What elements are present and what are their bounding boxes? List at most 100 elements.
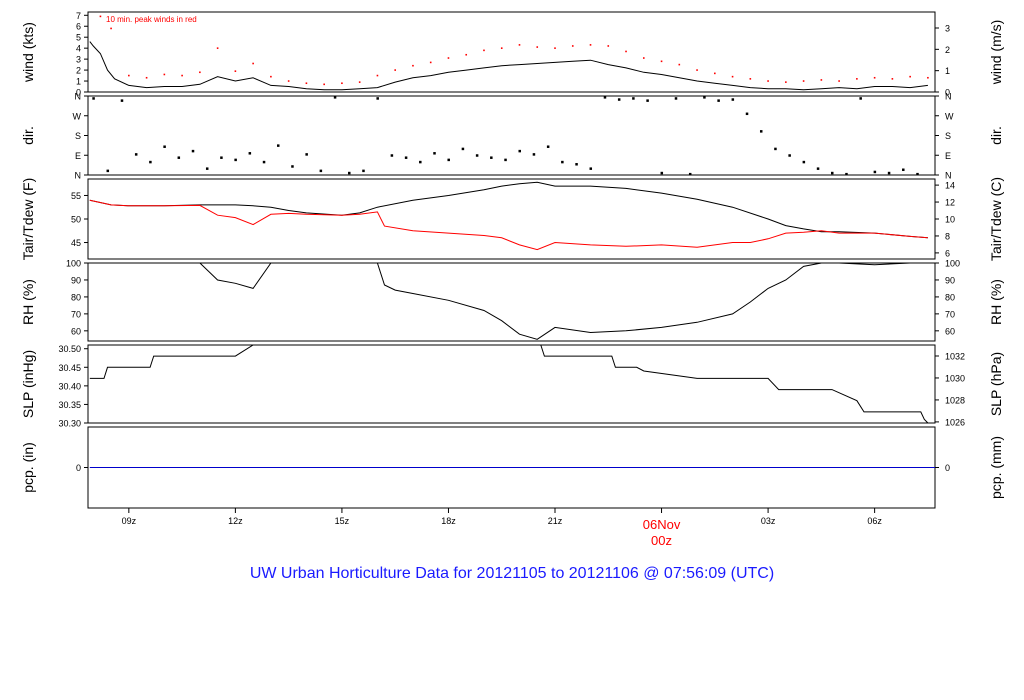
direction-point <box>831 171 834 175</box>
direction-point <box>632 97 635 100</box>
direction-point <box>660 171 664 175</box>
ytick-label-right: 8 <box>945 231 950 241</box>
ytick-label-left: 1 <box>76 77 81 87</box>
xtick-label: 03z <box>761 516 776 526</box>
series-line-temperature-0 <box>89 181 928 239</box>
direction-point <box>859 97 862 100</box>
peak-wind-point <box>589 44 592 46</box>
ytick-label-right: 3 <box>945 24 950 34</box>
ytick-label-right: 1030 <box>945 373 965 383</box>
ytick-label-right: 10 <box>945 215 955 225</box>
ytick-label-right: 1032 <box>945 351 965 361</box>
direction-point <box>163 145 166 148</box>
peak-wind-point <box>287 80 290 82</box>
ytick-label-left: E <box>75 151 81 161</box>
peak-wind-point <box>802 80 805 82</box>
peak-wind-point <box>642 57 645 59</box>
peak-wind-point <box>341 82 343 85</box>
peak-wind-point <box>429 61 432 64</box>
direction-point <box>575 163 578 166</box>
direction-point <box>603 96 607 99</box>
direction-point <box>717 99 720 102</box>
peak-wind-point <box>536 46 539 48</box>
ytick-label-left: N <box>75 171 82 181</box>
direction-point <box>419 160 422 164</box>
peak-wind-point <box>447 57 450 59</box>
ylabel-right: Tair/Tdew (C) <box>988 177 1004 261</box>
ytick-label-right: E <box>945 151 951 161</box>
direction-point <box>348 171 351 175</box>
direction-point <box>561 160 564 164</box>
peak-wind-point <box>145 76 148 79</box>
ytick-label-right: 12 <box>945 198 955 208</box>
ylabel-right: SLP (hPa) <box>988 352 1004 416</box>
ylabel-left: RH (%) <box>20 279 36 325</box>
peak-wind-point <box>323 83 325 86</box>
ytick-label-right: 14 <box>945 181 955 191</box>
peak-wind-point <box>376 74 379 77</box>
panel-frame <box>87 262 936 342</box>
direction-point <box>532 153 536 156</box>
peak-wind-point <box>394 69 396 71</box>
xtick-date-hour: 00z <box>651 533 672 548</box>
panel-frame <box>87 95 936 176</box>
peak-wind-point <box>252 62 254 65</box>
ytick-label-left: 100 <box>66 259 81 269</box>
direction-point <box>205 167 209 170</box>
direction-point <box>490 156 493 159</box>
direction-point <box>617 98 621 101</box>
direction-point <box>745 112 749 116</box>
direction-point <box>816 167 820 170</box>
direction-point <box>802 160 806 164</box>
ytick-label-left: 5 <box>76 33 81 43</box>
ytick-label-right: W <box>945 111 954 121</box>
peak-wind-point <box>607 45 610 47</box>
peak-wind-point <box>199 71 201 74</box>
ytick-label-left: 2 <box>76 66 81 76</box>
direction-point <box>362 169 365 173</box>
ytick-label-left: 6 <box>76 22 81 32</box>
ytick-label-right: 70 <box>945 309 955 319</box>
direction-point <box>291 165 294 168</box>
peak-wind-point <box>270 75 272 78</box>
direction-point <box>703 96 706 99</box>
ytick-label-right: 80 <box>945 292 955 302</box>
panel-pressure: SLP (inHg) SLP (hPa) 30.30 30.35 30.40 30.45 3… <box>20 344 1004 428</box>
peak-wind-point <box>749 78 752 80</box>
direction-point <box>688 172 692 176</box>
ytick-label-left: 30.50 <box>58 344 81 354</box>
direction-point <box>518 149 521 153</box>
panel-humidity: RH (%) RH (%) 60 70 80 90 100 60 70 80 90 100 <box>20 259 1004 342</box>
direction-point <box>447 158 450 162</box>
ylabel-left: dir. <box>20 126 36 145</box>
ytick-label-left: 55 <box>71 191 81 201</box>
direction-point <box>177 156 181 159</box>
direction-point <box>276 144 280 147</box>
peak-wind-point <box>571 45 574 47</box>
ytick-label-right: 1 <box>945 66 950 76</box>
ytick-label-right: 0 <box>945 88 950 98</box>
direction-point <box>305 153 308 156</box>
direction-point <box>774 147 777 151</box>
peak-wind-point <box>412 64 414 67</box>
ytick-label-right: 60 <box>945 326 955 336</box>
ylabel-right: pcp. (mm) <box>988 436 1004 499</box>
direction-point <box>759 130 763 133</box>
direction-point <box>887 171 891 175</box>
chart-footer-title: UW Urban Horticulture Data for 20121105 … <box>249 565 775 582</box>
direction-point <box>731 98 735 101</box>
panel-annotation: 10 min. peak winds in red <box>106 15 197 24</box>
direction-point <box>106 169 110 173</box>
xtick-label: 06z <box>867 516 882 526</box>
ytick-label-right: N <box>945 171 952 181</box>
peak-wind-point <box>234 70 237 72</box>
series-line-humidity-0 <box>199 262 911 340</box>
direction-point <box>191 149 195 153</box>
ylabel-left: pcp. (in) <box>20 442 36 493</box>
peak-wind-point <box>891 78 894 80</box>
peak-wind-point <box>554 47 556 49</box>
